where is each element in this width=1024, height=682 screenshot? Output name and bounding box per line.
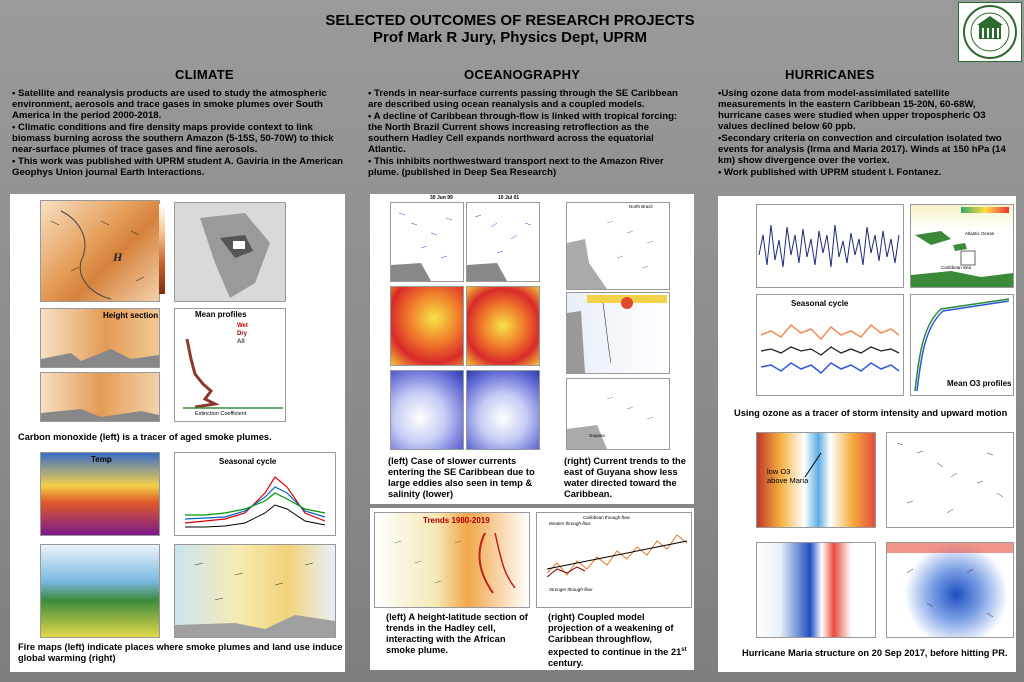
coupled-caption-text: (right) Coupled model projection of a we… xyxy=(548,612,682,658)
hurricanes-bullets: •Using ozone data from model-assimilated… xyxy=(718,88,1018,179)
caribbean-label: Caribbean Sea xyxy=(941,265,972,270)
ozone-seasonal-figure: Seasonal cycle xyxy=(756,294,904,396)
oceanography-heading: OCEANOGRAPHY xyxy=(464,67,581,82)
oceanography-bullet: • A decline of Caribbean through-flow is… xyxy=(368,111,678,155)
map-colorbar xyxy=(961,207,1009,213)
temp-label: Temp xyxy=(91,455,112,464)
currents-map-1 xyxy=(390,202,464,282)
temperature-map-figure: Temp xyxy=(40,452,160,536)
north-brazil-currents-map: North Brazil xyxy=(566,202,670,290)
co-map-figure: H xyxy=(40,200,160,302)
coupled-caption: (right) Coupled model projection of a we… xyxy=(548,612,690,669)
ozone-longitude-section: low O3 above Maria xyxy=(756,432,876,528)
mean-profiles-label: Mean profiles xyxy=(195,310,247,319)
ozone-timeseries-figure xyxy=(756,204,904,288)
climate-figure-panel: H Height section Mean profiles Wet Dry A… xyxy=(10,194,345,672)
hurricane-figure-panel: Atlantic Ocean Caribbean Sea Seasonal cy… xyxy=(718,196,1016,672)
seasonal-cycle-label: Seasonal cycle xyxy=(219,457,277,466)
extinction-axis-label: Extinction Coefficient xyxy=(195,411,247,417)
co-height-section-figure: Height section xyxy=(40,308,160,368)
low-o3-label: low O3 above Maria xyxy=(767,467,809,485)
throughflow-projection-figure: Caribbean through-flow Weaker through-fl… xyxy=(536,512,692,608)
legend-all: All xyxy=(237,339,245,345)
salinity-map-2 xyxy=(466,370,540,450)
coupled-caption-end: century. xyxy=(548,658,584,669)
legend-wet: Wet xyxy=(237,323,248,329)
climate-heading: CLIMATE xyxy=(175,67,234,82)
hurricane-seasonal-label: Seasonal cycle xyxy=(791,299,849,308)
co-colorbar xyxy=(159,204,165,294)
ocean-right-caption: (right) Current trends to the east of Gu… xyxy=(564,456,686,499)
co-section-c-figure xyxy=(40,372,160,422)
salinity-map-1 xyxy=(390,370,464,450)
warming-section-figure xyxy=(174,544,336,638)
ocean-left-caption: (left) Case of slower currents entering … xyxy=(388,456,535,499)
aerosol-map-figure xyxy=(174,202,286,302)
climate-bullet: • This work was published with UPRM stud… xyxy=(12,156,344,178)
trends-panel: Trends 1980-2019 Caribbean through-flow … xyxy=(370,508,694,670)
mean-profiles-figure: Mean profiles Wet Dry All Extinction Coe… xyxy=(174,308,286,422)
legend-dry: Dry xyxy=(237,331,248,337)
current-depth-section xyxy=(566,292,670,374)
climate-bullet: • Satellite and reanalysis products are … xyxy=(12,88,327,121)
climate-bullet: • Climatic conditions and fire density m… xyxy=(12,122,334,155)
date-label-1: 30 Jun 99 xyxy=(430,195,453,201)
hadley-trends-figure: Trends 1980-2019 xyxy=(374,512,530,608)
throughflow-title: Caribbean through-flow xyxy=(583,515,630,520)
poster-subtitle: Prof Mark R Jury, Physics Dept, UPRM xyxy=(373,29,647,46)
co-caption: Carbon monoxide (left) is a tracer of ag… xyxy=(18,432,272,442)
poster-title-block: SELECTED OUTCOMES OF RESEARCH PROJECTS P… xyxy=(200,12,820,46)
hurricanes-bullet: •Secondary criteria on convection and ci… xyxy=(718,133,1006,166)
mean-o3-label: Mean O3 profiles xyxy=(947,379,1012,388)
svg-text:H: H xyxy=(112,250,123,264)
north-brazil-label: North Brazil xyxy=(629,204,653,209)
hadley-caption: (left) A height-latitude section of tren… xyxy=(386,612,528,655)
sst-map-2 xyxy=(466,286,540,366)
height-section-label: Height section xyxy=(103,311,159,320)
climate-bullets: • Satellite and reanalysis products are … xyxy=(12,88,348,179)
oceanography-bullet: • This inhibits northwestward transport … xyxy=(368,156,664,178)
oceanography-bullet: • Trends in near-surface currents passin… xyxy=(368,88,678,110)
caribbean-map-figure: Atlantic Ocean Caribbean Sea xyxy=(910,204,1014,288)
wind-vector-figure xyxy=(886,432,1014,528)
stronger-label: Stronger through-flow xyxy=(549,587,593,592)
fire-caption: Fire maps (left) indicate places where s… xyxy=(18,642,343,663)
coupled-caption-superscript: st xyxy=(681,647,687,653)
seasonal-cycle-figure: Seasonal cycle xyxy=(174,452,336,536)
hurricanes-bullet: • Work published with UPRM student I. Fo… xyxy=(718,167,942,178)
hurricanes-heading: HURRICANES xyxy=(785,67,875,82)
date-label-2: 10 Jul 01 xyxy=(498,195,520,201)
trends-label: Trends 1980-2019 xyxy=(423,516,490,525)
hurricanes-bullet: •Using ozone data from model-assimilated… xyxy=(718,88,986,132)
guyana-label: Guyana xyxy=(589,433,605,438)
ozone-profile-figure: Mean O3 profiles xyxy=(910,294,1014,396)
maria-caption: Hurricane Maria structure on 20 Sep 2017… xyxy=(742,648,1008,658)
wind-longitude-section xyxy=(756,542,876,638)
weaker-label: Weaker through-flow xyxy=(549,521,591,526)
oceanography-bullets: • Trends in near-surface currents passin… xyxy=(368,88,688,179)
poster-title: SELECTED OUTCOMES OF RESEARCH PROJECTS xyxy=(325,12,695,29)
atlantic-label: Atlantic Ocean xyxy=(965,231,995,236)
ocean-figure-panel: 30 Jun 99 10 Jul 01 North Brazil Guyana … xyxy=(370,194,694,504)
university-seal-logo xyxy=(958,2,1022,62)
divergence-map-figure xyxy=(886,542,1014,638)
guyana-currents-map: Guyana xyxy=(566,378,670,450)
fire-density-map-figure xyxy=(40,544,160,638)
ozone-caption: Using ozone as a tracer of storm intensi… xyxy=(734,408,1008,418)
sst-map-1 xyxy=(390,286,464,366)
currents-map-2 xyxy=(466,202,540,282)
